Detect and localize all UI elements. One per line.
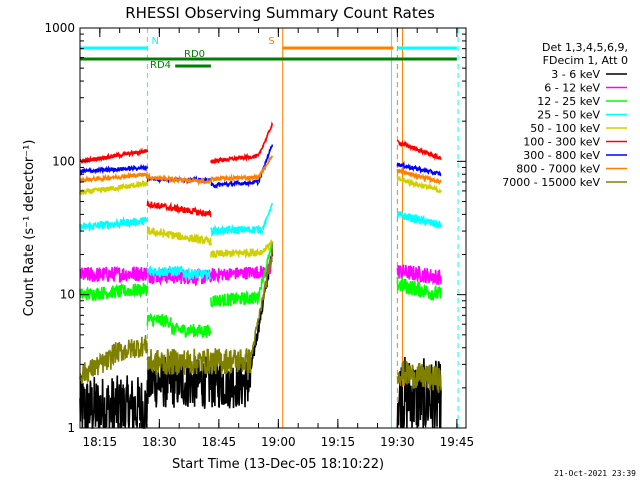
series-line-0-seg-0 [79,375,149,429]
series-line-7-seg-4 [396,167,442,186]
series-line-2-seg-4 [257,240,273,301]
x-axis-ticks: 18:15 18:30 18:45 19:00 19:15 19:30 19:45 [79,28,475,449]
legend: Det 1,3,4,5,6,9, FDecim 1, Att 0 3 - 6 k… [502,41,628,189]
series-line-2-seg-5 [396,276,442,301]
series-line-5-seg-4 [396,139,442,161]
legend-entry-label: 12 - 25 keV [537,95,600,108]
series-line-4-seg-3 [261,239,274,255]
flag-label-rd4: RD4 [150,60,171,71]
series-line-5-seg-2 [210,152,260,165]
y-axis-ticks: 1 10 100 1000 [44,21,466,435]
y-tick-label: 1000 [44,21,75,35]
legend-entry-label: 3 - 6 keV [551,68,600,81]
flag-label-rd0: RD0 [184,49,205,60]
x-tick-label: 19:00 [261,435,296,449]
series-line-0-seg-1 [146,356,252,409]
series-line-3-seg-0 [79,215,148,234]
state-flag-bars: N S RD0 RD4 [80,36,457,71]
series-line-1-seg-0 [79,265,149,283]
legend-entry-label: 800 - 7000 keV [516,163,600,176]
series-line-7-seg-3 [257,155,274,179]
x-tick-label: 18:30 [142,435,177,449]
flag-label-n: N [151,36,158,47]
series-line-6-seg-0 [79,163,149,177]
series-line-8-seg-4 [396,360,442,393]
plot-area: N S RD0 RD4 [79,28,459,429]
y-tick-label: 10 [60,288,75,302]
series-line-6-seg-4 [396,160,442,177]
legend-entry-label: 6 - 12 keV [544,82,600,95]
legend-entry-label: 100 - 300 keV [523,136,600,149]
series-line-2-seg-1 [146,312,172,328]
legend-entry-label: 50 - 100 keV [530,122,600,135]
x-tick-label: 19:15 [321,435,356,449]
plot-frame [79,27,467,429]
series-line-3-seg-5 [396,211,442,229]
x-tick-label: 18:45 [202,435,237,449]
series-line-3-seg-4 [261,202,274,232]
series-line-8-seg-2 [146,348,252,376]
series-line-3-seg-1 [146,265,184,279]
series-line-4-seg-4 [396,175,442,194]
series-line-7-seg-1 [146,172,212,186]
series-line-5-seg-1 [146,200,212,218]
series-line-2-seg-2 [170,322,212,339]
series-line-8-seg-0 [79,349,113,385]
series-line-1-seg-2 [210,263,272,284]
x-axis-label: Start Time (13-Dec-05 18:10:22) [172,457,384,472]
x-tick-label: 19:45 [440,435,475,449]
legend-entry-label: 25 - 50 keV [537,109,600,122]
series-line-2-seg-3 [210,290,260,308]
series-line-7-seg-0 [79,171,149,184]
series-line-4-seg-1 [146,226,212,246]
legend-entry-label: 7000 - 15000 keV [502,176,600,189]
series-line-5-seg-0 [79,147,149,164]
legend-header-line-1: Det 1,3,4,5,6,9, [542,41,628,54]
x-tick-label: 18:15 [83,435,118,449]
x-tick-label: 19:30 [380,435,415,449]
series-line-7-seg-2 [210,172,260,184]
series-line-3-seg-2 [182,268,212,283]
series-line-0-seg-3 [396,356,442,429]
series-line-2-seg-0 [79,282,149,301]
chart-title: RHESSI Observing Summary Count Rates [125,4,435,22]
series-line-5-seg-3 [257,121,274,156]
series-line-8-seg-1 [110,335,149,367]
series-line-3-seg-3 [210,223,264,238]
data-series-group [79,121,442,429]
y-axis-label: Count Rate (s⁻¹ detector⁻¹) [22,140,37,317]
series-line-6-seg-2 [210,178,260,190]
legend-header-line-2: FDecim 1, Att 0 [543,54,628,67]
y-tick-label: 100 [52,154,75,168]
series-line-1-seg-4 [396,264,442,285]
series-line-8-seg-3 [249,248,274,362]
series-line-4-seg-0 [79,179,148,196]
legend-entry-label: 300 - 800 keV [523,149,600,162]
y-tick-label: 1 [67,421,75,435]
series-line-4-seg-2 [210,247,264,260]
flag-label-s: S [268,36,274,47]
footer-date: 21-Oct-2021 23:39 [554,469,636,478]
